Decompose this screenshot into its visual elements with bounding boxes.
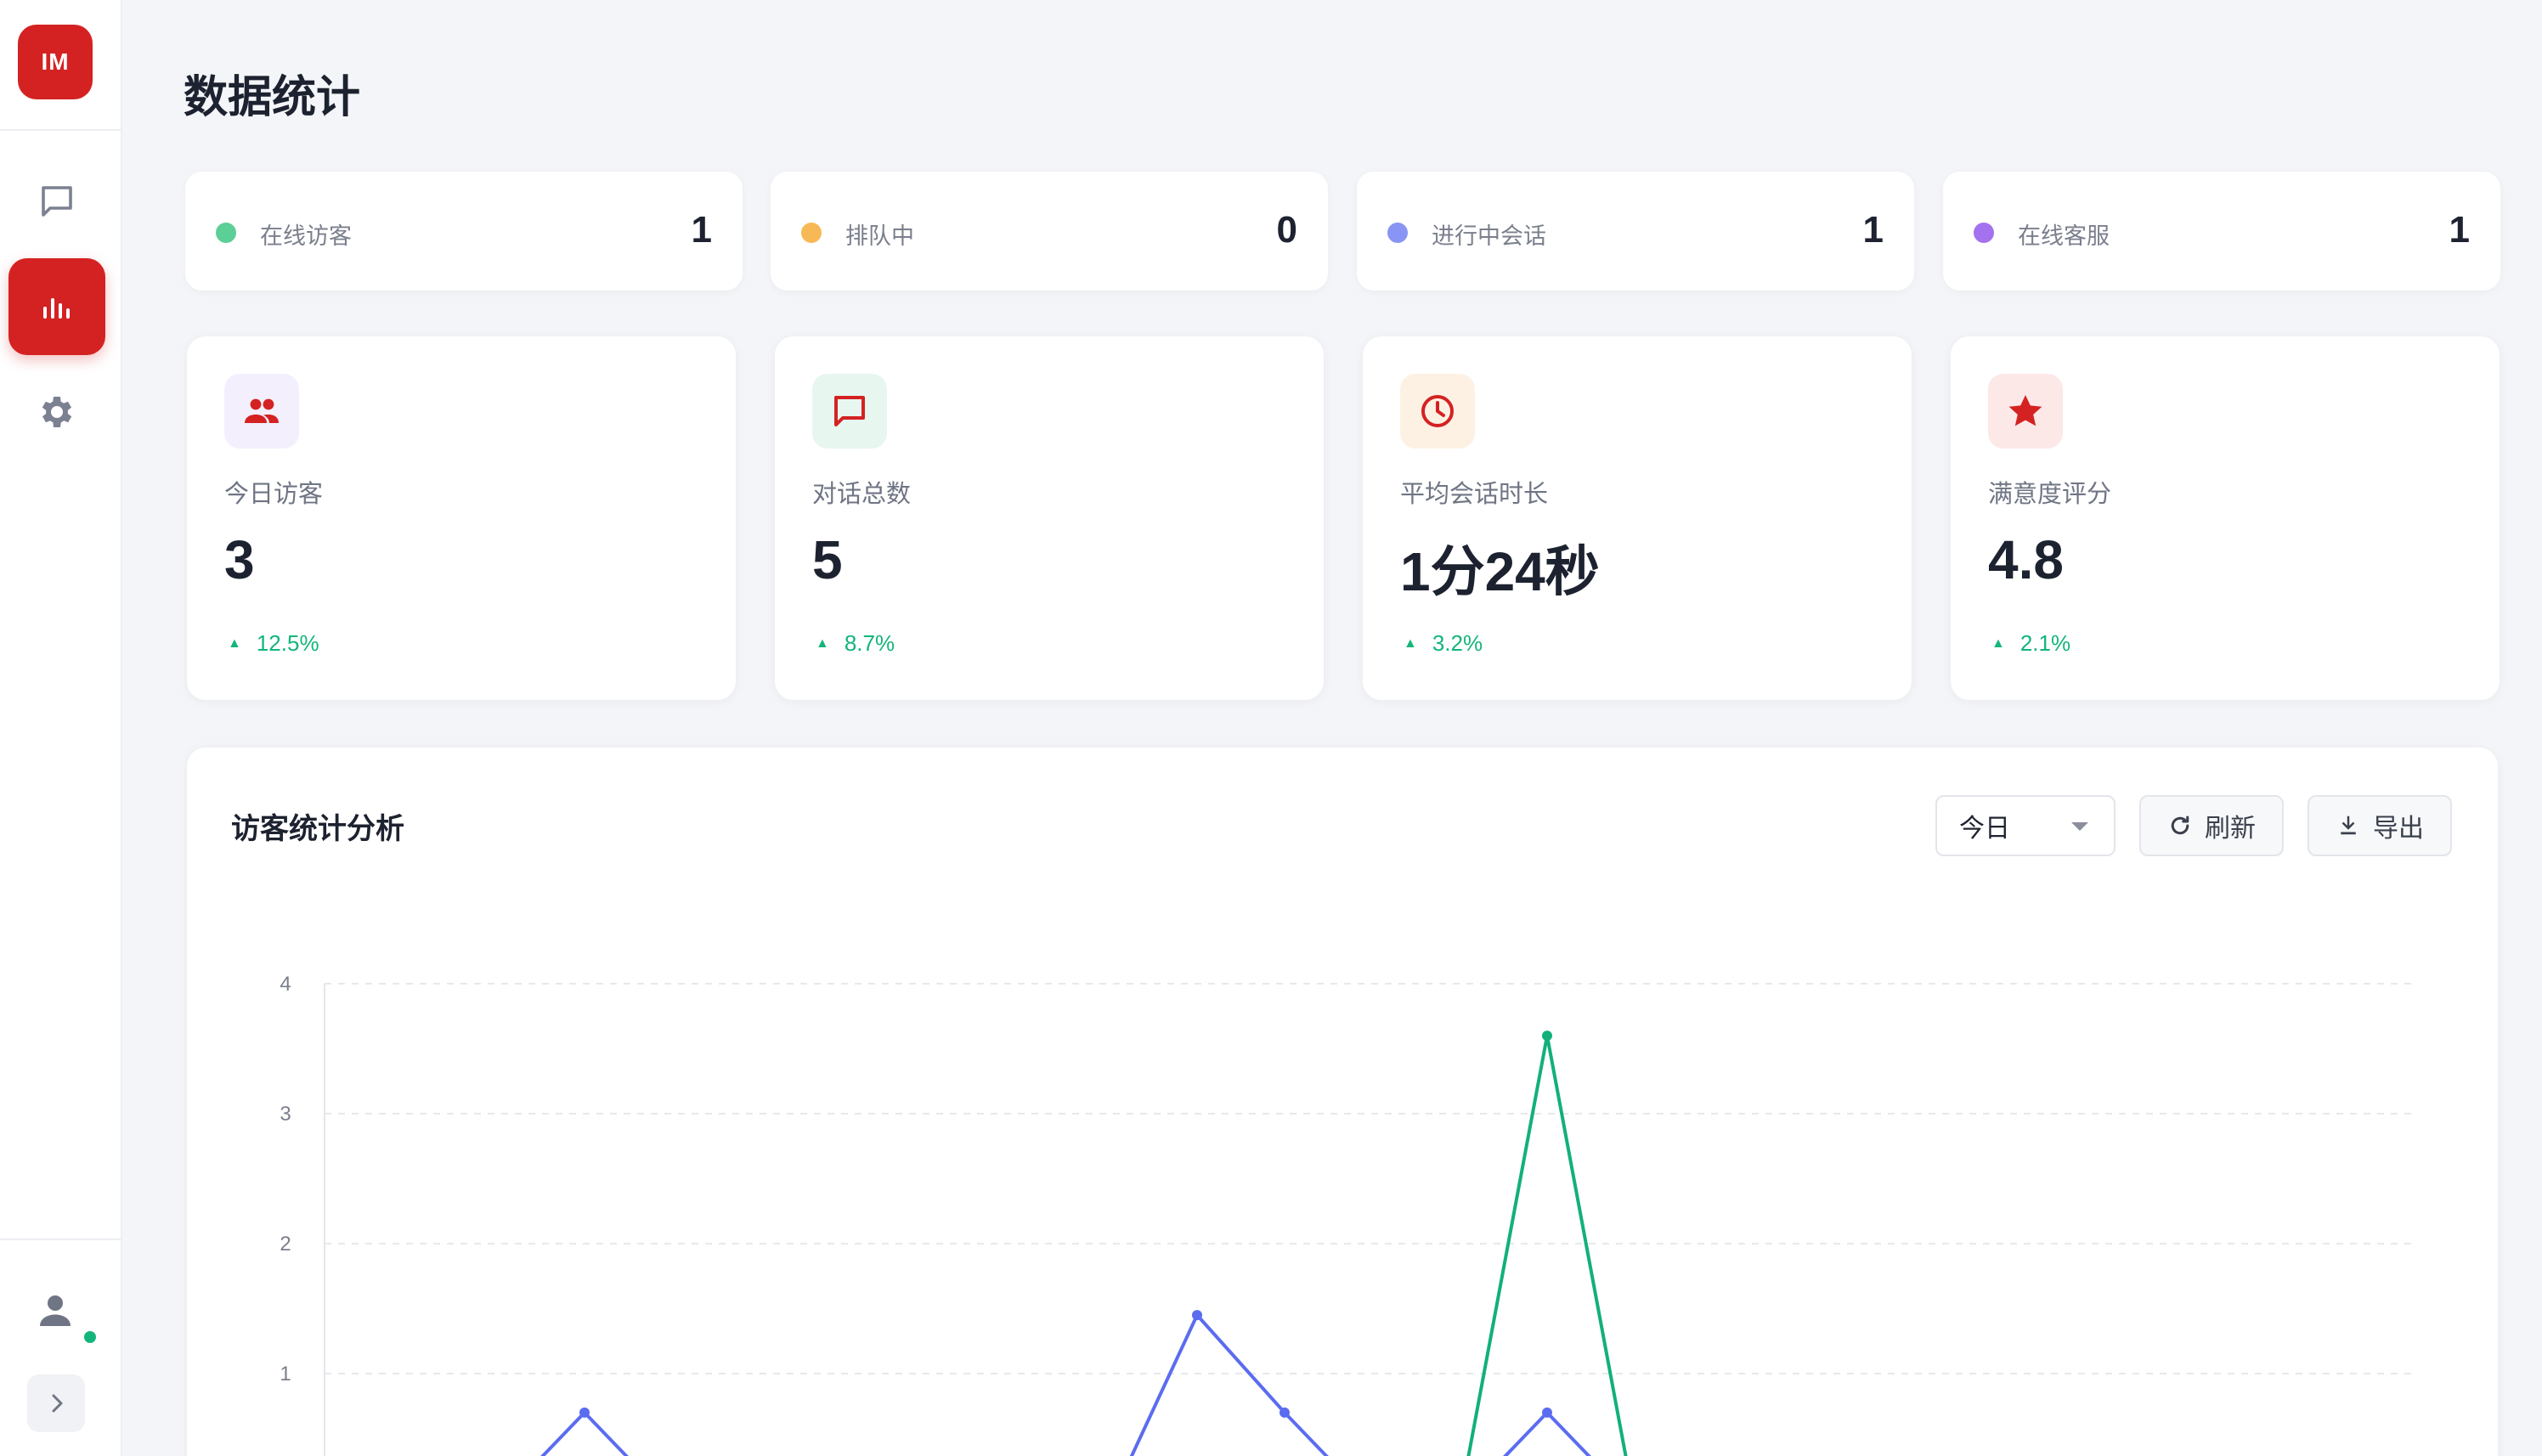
chat-icon	[42, 186, 72, 217]
y-tick-label: 1	[280, 1363, 291, 1385]
time-range-value: 今日	[1959, 815, 2010, 843]
user-icon	[40, 1295, 71, 1326]
y-tick-label: 4	[280, 973, 291, 996]
page-title: 数据统计	[184, 73, 361, 122]
status-card-online-visitors: 在线访客 1	[185, 172, 743, 291]
metric-card-today-visitors: 今日访客 3 ▲ 12.5%	[187, 336, 736, 700]
trend-value: 3.2%	[1432, 630, 1483, 656]
status-card-queue: 排队中 0	[771, 172, 1328, 291]
users-icon	[245, 398, 279, 423]
refresh-button[interactable]: 刷新	[2139, 795, 2284, 856]
refresh-label: 刷新	[2205, 815, 2256, 843]
visitor-analytics-panel: 访客统计分析 今日 刷新 导出 1 2 3 4	[187, 748, 2498, 1456]
metric-trend: ▲ 12.5%	[228, 630, 319, 657]
online-status-dot	[82, 1329, 99, 1346]
metric-icon-wrap	[224, 374, 299, 449]
app-logo[interactable]: IM	[18, 25, 93, 99]
sidebar-divider	[0, 1239, 122, 1240]
status-value: 1	[1862, 209, 1884, 251]
export-label: 导出	[2373, 815, 2424, 843]
data-point	[579, 1407, 590, 1418]
bar-chart-icon	[43, 298, 70, 319]
data-point	[1192, 1310, 1202, 1321]
status-value: 1	[2449, 209, 2470, 251]
metric-label: 满意度评分	[1988, 481, 2112, 508]
trend-up-icon: ▲	[1991, 635, 2005, 651]
y-tick-label: 3	[280, 1103, 291, 1126]
status-dot	[1974, 223, 1994, 243]
metric-icon-wrap	[812, 374, 887, 449]
metric-label: 对话总数	[812, 481, 912, 508]
status-label: 进行中会话	[1432, 223, 1546, 249]
status-dot	[1387, 223, 1408, 243]
message-icon	[834, 396, 865, 426]
download-icon	[2341, 815, 2356, 835]
export-button[interactable]: 导出	[2308, 795, 2452, 856]
metric-icon-wrap	[1400, 374, 1475, 449]
trend-up-icon: ▲	[1404, 635, 1417, 651]
chart-title: 访客统计分析	[231, 813, 404, 845]
y-tick-label: 2	[280, 1233, 291, 1256]
status-label: 在线客服	[2018, 223, 2110, 249]
chevron-right-icon	[52, 1394, 63, 1413]
status-value: 1	[691, 209, 712, 251]
metric-value: 3	[224, 529, 255, 590]
metric-label: 平均会话时长	[1400, 481, 1549, 508]
nav-chat[interactable]	[8, 153, 105, 250]
metric-icon-wrap	[1988, 374, 2063, 449]
status-value: 0	[1276, 209, 1297, 251]
clock-icon	[1421, 395, 1454, 427]
metric-value: 1分24秒	[1400, 541, 1600, 602]
status-dot	[216, 223, 236, 243]
status-dot	[801, 223, 822, 243]
metric-trend: ▲ 3.2%	[1404, 630, 1483, 657]
status-label: 排队中	[845, 223, 914, 249]
metric-label: 今日访客	[224, 481, 324, 508]
gear-icon	[42, 397, 72, 427]
expand-sidebar-button[interactable]	[27, 1374, 85, 1432]
series-line	[1466, 1035, 1628, 1456]
user-avatar[interactable]	[32, 1288, 99, 1346]
trend-up-icon: ▲	[228, 635, 241, 651]
metric-trend: ▲ 2.1%	[1991, 630, 2070, 657]
data-point	[1279, 1407, 1290, 1418]
refresh-icon	[2171, 815, 2189, 835]
metric-trend: ▲ 8.7%	[816, 630, 895, 657]
status-label: 在线访客	[260, 223, 352, 249]
data-point	[1542, 1407, 1552, 1418]
metric-value: 5	[812, 529, 843, 590]
visitor-line-chart: 1 2 3 4	[280, 973, 2416, 1456]
time-range-select[interactable]: 今日	[1935, 795, 2116, 856]
trend-up-icon: ▲	[816, 635, 829, 651]
status-card-active-sessions: 进行中会话 1	[1357, 172, 1914, 291]
series-line	[540, 1312, 1591, 1456]
caret-down-icon	[2071, 822, 2088, 831]
trend-value: 12.5%	[256, 630, 319, 656]
nav-statistics[interactable]	[8, 258, 105, 355]
data-point	[1542, 1030, 1552, 1041]
sidebar-divider	[0, 129, 122, 131]
trend-value: 8.7%	[844, 630, 895, 656]
nav-settings[interactable]	[8, 364, 105, 460]
trend-value: 2.1%	[2019, 630, 2071, 656]
status-card-online-agents: 在线客服 1	[1943, 172, 2500, 291]
star-icon	[2008, 395, 2042, 426]
metric-value: 4.8	[1988, 529, 2064, 590]
sidebar: IM	[0, 0, 122, 1456]
metric-card-total-conversations: 对话总数 5 ▲ 8.7%	[775, 336, 1324, 700]
metric-card-satisfaction: 满意度评分 4.8 ▲ 2.1%	[1951, 336, 2500, 700]
metric-card-avg-session-duration: 平均会话时长 1分24秒 ▲ 3.2%	[1363, 336, 1912, 700]
